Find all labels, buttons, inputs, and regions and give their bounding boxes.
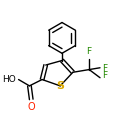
Text: F: F: [102, 71, 107, 80]
Text: HO: HO: [3, 75, 16, 84]
Text: F: F: [102, 64, 107, 73]
Text: O: O: [27, 102, 35, 112]
Text: S: S: [56, 81, 64, 91]
Text: F: F: [86, 47, 91, 56]
